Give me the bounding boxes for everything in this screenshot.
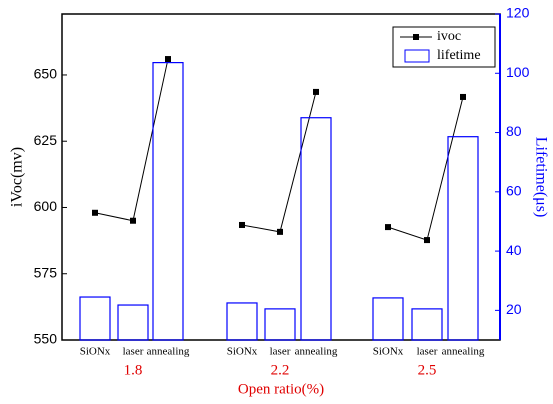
y2-axis-title: Lifetime(μs) <box>532 137 549 218</box>
x-tick-label: annealing <box>295 346 338 358</box>
legend-swatch <box>404 49 430 63</box>
line <box>94 58 169 222</box>
point <box>313 88 319 95</box>
x-tick-label: SiONx <box>373 346 404 358</box>
bar <box>300 117 332 341</box>
point <box>424 237 430 244</box>
legend-box <box>392 26 496 68</box>
legend-label: ivoc <box>437 29 461 44</box>
x-tick-label: annealing <box>147 346 190 358</box>
bar <box>411 308 443 341</box>
group-label: 2.2 <box>271 362 290 378</box>
x-tick-label: laser <box>123 346 144 358</box>
point <box>385 224 391 231</box>
y2-tick-label: 20 <box>506 301 522 317</box>
point <box>165 56 171 63</box>
y2-tick-label: 120 <box>506 5 530 21</box>
bar <box>152 62 184 341</box>
y2-tick-label: 60 <box>506 183 522 199</box>
legend-label: lifetime <box>437 48 481 63</box>
group-label: 1.8 <box>124 362 143 378</box>
bar <box>264 308 296 341</box>
line <box>241 91 317 233</box>
y-tick-label: 575 <box>34 264 58 280</box>
x-tick-label: SiONx <box>227 346 258 358</box>
x-tick-label: laser <box>417 346 438 358</box>
x-axis-title: Open ratio(%) <box>238 381 324 397</box>
bar <box>372 297 404 341</box>
y2-tick-label: 80 <box>506 123 522 139</box>
x-tick-label: laser <box>270 346 291 358</box>
point <box>92 209 98 216</box>
y-tick-label: 550 <box>34 331 58 347</box>
point <box>277 228 283 235</box>
legend-marker <box>413 34 419 40</box>
y2-tick-label: 100 <box>506 64 530 80</box>
point <box>239 221 245 228</box>
bar <box>117 304 149 341</box>
y-axis-title: iVoc(mv) <box>9 147 26 207</box>
group-label: 2.5 <box>418 362 437 378</box>
bar <box>79 296 111 341</box>
y-tick-label: 650 <box>34 66 58 82</box>
y-tick-label: 600 <box>34 198 58 214</box>
y-tick-label: 625 <box>34 132 58 148</box>
x-tick-label: annealing <box>442 346 485 358</box>
line <box>387 96 464 241</box>
x-tick-label: SiONx <box>80 346 111 358</box>
bar <box>447 136 479 341</box>
y2-tick-label: 40 <box>506 242 522 258</box>
point <box>460 93 466 100</box>
bar <box>226 302 258 341</box>
point <box>130 217 136 224</box>
